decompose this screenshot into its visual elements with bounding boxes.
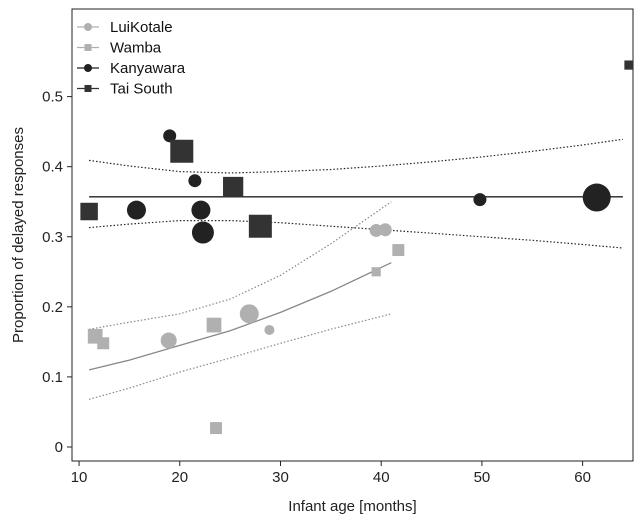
y-tick-label: 0.2 [42,299,63,316]
x-axis-title: Infant age [months] [288,498,416,515]
data-point [223,176,244,198]
data-point [163,129,177,143]
y-tick-label: 0 [55,439,63,456]
fit-lower-ci [89,220,623,249]
data-point [371,267,381,277]
x-tick-label: 40 [373,469,390,486]
legend-label: LuiKotale [110,19,173,36]
fit-upper-ci [89,138,623,174]
y-tick-label: 0.1 [42,369,63,386]
legend-label: Tai South [110,81,173,98]
data-points [80,60,634,435]
data-point [378,223,392,237]
data-point [160,332,177,349]
legend-key-marker [84,23,92,31]
data-point [582,183,611,212]
axis-ticks: 10 20 30 40 50 60 0 0.1 0.2 0.3 0.4 0.5 [42,89,591,486]
plot-frame [71,8,634,462]
x-tick-label: 50 [474,469,491,486]
legend-key-marker [84,64,92,72]
x-tick-label: 60 [574,469,591,486]
data-point [392,244,405,257]
legend-label: Wamba [110,40,162,57]
data-point [188,174,202,188]
y-tick-label: 0.5 [42,89,63,106]
data-point [191,221,214,244]
legend-key-marker [84,85,92,92]
data-point [97,337,110,350]
data-point [170,139,194,163]
fit-line [88,262,392,371]
x-tick-label: 30 [272,469,289,486]
legend-label: Kanyawara [110,60,186,77]
fit-lines [88,138,623,400]
data-point [264,324,275,335]
fit-upper-ci [88,201,392,330]
x-tick-label: 20 [171,469,188,486]
data-point [126,200,146,220]
data-point [206,317,222,333]
x-tick-label: 10 [71,469,88,486]
legend: LuiKotale Wamba Kanyawara Tai South [77,19,186,98]
data-point [191,200,211,220]
y-tick-label: 0.3 [42,229,63,246]
y-tick-label: 0.4 [42,159,63,176]
data-point [473,193,487,207]
y-axis-title: Proportion of delayed responses [10,127,27,343]
legend-key-marker [84,44,92,51]
data-point [239,304,259,324]
data-point [210,422,223,435]
data-point [80,202,98,221]
data-point [248,214,272,238]
data-point [624,60,634,70]
